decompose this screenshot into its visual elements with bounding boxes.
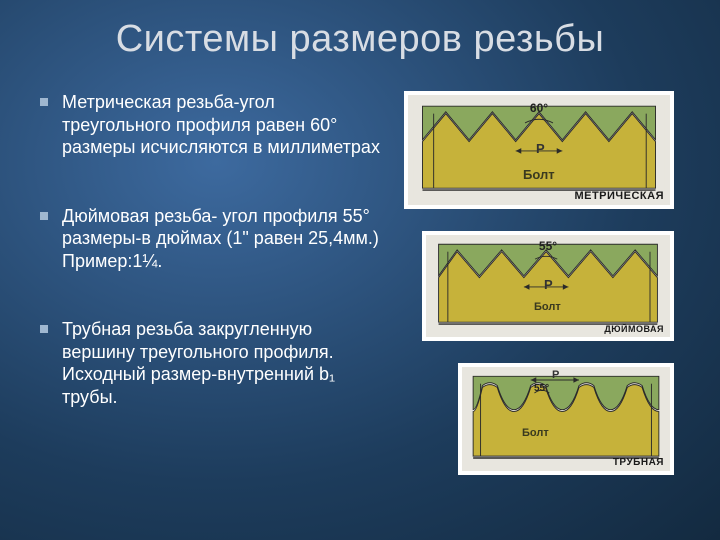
pitch-label: P — [536, 141, 545, 156]
bullet-text: Дюймовая резьба- угол профиля 55° размер… — [62, 205, 380, 273]
pitch-label: P — [544, 277, 553, 292]
diagram-pipe: P 55° Болт ТРУБНАЯ — [458, 363, 674, 475]
thread-icon — [462, 367, 670, 471]
content-row: Метрическая резьба-угол треугольного про… — [40, 91, 680, 475]
bullets-column: Метрическая резьба-угол треугольного про… — [40, 91, 380, 475]
bolt-label: Болт — [534, 301, 561, 313]
diagram-caption: ДЮЙМОВАЯ — [604, 324, 664, 334]
bullet-item: Дюймовая резьба- угол профиля 55° размер… — [40, 205, 380, 273]
bolt-label: Болт — [522, 427, 549, 439]
angle-label: 55° — [534, 383, 549, 394]
pitch-label: P — [552, 369, 559, 381]
bolt-label: Болт — [523, 167, 555, 182]
bullet-marker-icon — [40, 325, 48, 333]
diagram-inch: 55° P Болт ДЮЙМОВАЯ — [422, 231, 674, 341]
bullet-marker-icon — [40, 212, 48, 220]
slide-title: Системы размеров резьбы — [40, 18, 680, 61]
bullet-item: Метрическая резьба-угол треугольного про… — [40, 91, 380, 159]
angle-label: 60° — [530, 101, 548, 115]
slide: Системы размеров резьбы Метрическая резь… — [0, 0, 720, 540]
diagram-caption: ТРУБНАЯ — [613, 457, 664, 468]
diagram-metric: 60° P Болт МЕТРИЧЕСКАЯ — [404, 91, 674, 209]
bullet-text: Метрическая резьба-угол треугольного про… — [62, 91, 380, 159]
diagrams-column: 60° P Болт МЕТРИЧЕСКАЯ — [390, 91, 680, 475]
bullet-item: Трубная резьба закругленную вершину треу… — [40, 318, 380, 408]
bullet-text: Трубная резьба закругленную вершину треу… — [62, 318, 380, 408]
diagram-caption: МЕТРИЧЕСКАЯ — [574, 190, 664, 202]
angle-label: 55° — [539, 239, 557, 253]
bullet-marker-icon — [40, 98, 48, 106]
